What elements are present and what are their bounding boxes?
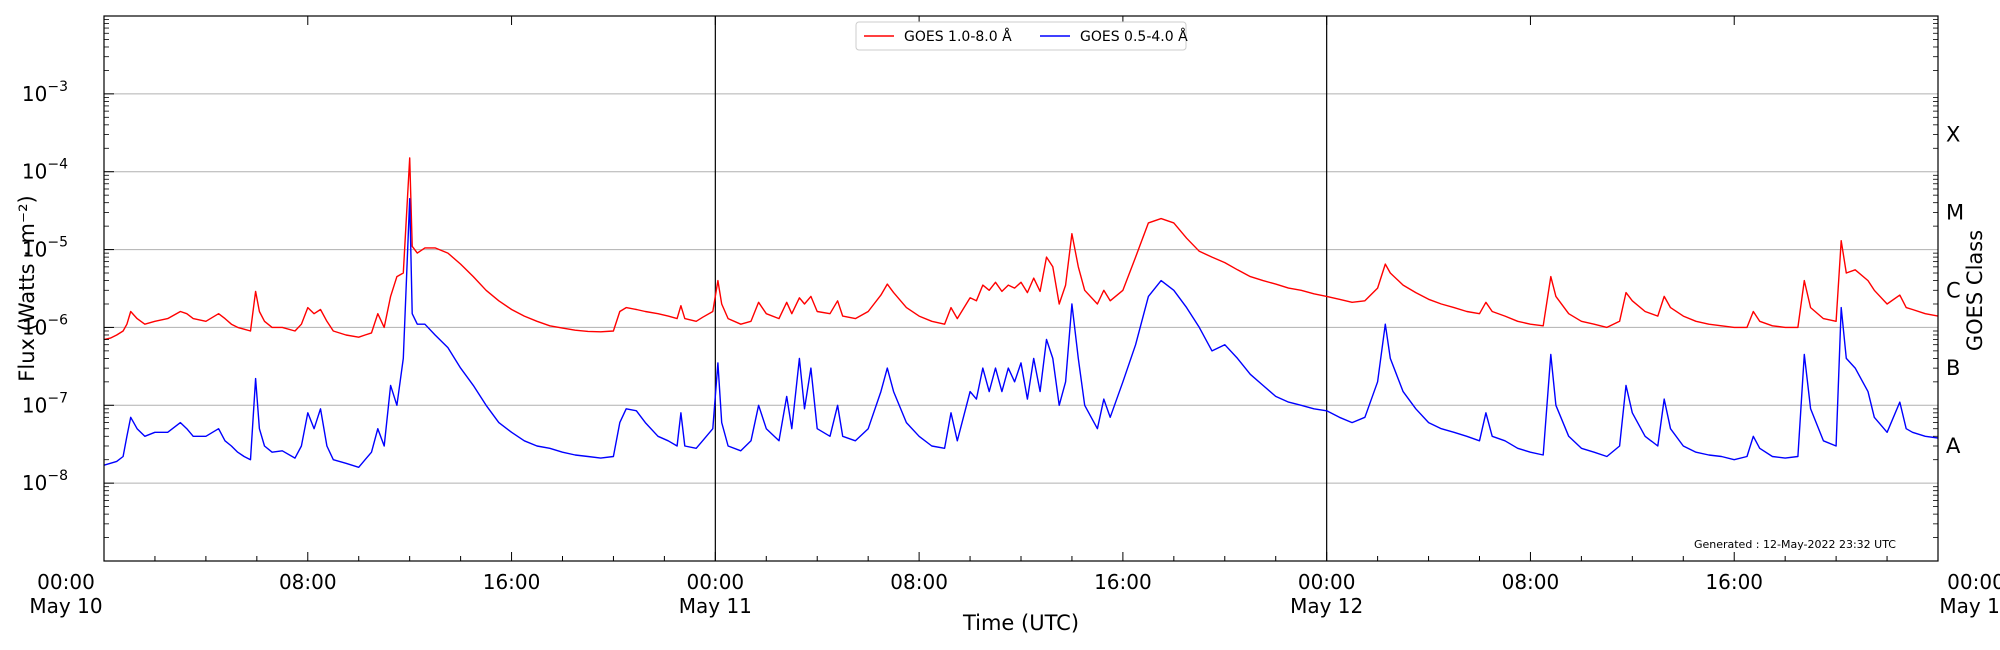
- x-axis-title: Time (UTC): [962, 611, 1079, 635]
- x-tick-label: 08:00: [890, 570, 948, 594]
- x-tick-label: 08:00: [279, 570, 337, 594]
- y-axis: 10−810−710−610−510−410−3: [22, 19, 1938, 538]
- x-tick-label: 00:00: [37, 570, 95, 594]
- legend-entry: GOES 0.5-4.0 Å: [1040, 28, 1188, 45]
- legend-label: GOES 1.0-8.0 Å: [904, 28, 1012, 45]
- legend: GOES 1.0-8.0 Å GOES 0.5-4.0 Å: [855, 21, 1188, 51]
- series-lines: [103, 157, 1939, 468]
- x-tick-label: 08:00: [1502, 570, 1560, 594]
- x-tick-date-label: May 12: [1290, 594, 1363, 618]
- x-tick-label: 00:00: [1947, 570, 2000, 594]
- x-tick-date-label: May 11: [679, 594, 752, 618]
- y-tick-label: 10−4: [22, 157, 68, 184]
- goes-class-label: A: [1946, 434, 1961, 458]
- series-line-long: [103, 157, 1939, 341]
- legend-label: GOES 0.5-4.0 Å: [1080, 28, 1188, 45]
- goes-class-label: M: [1946, 200, 1964, 224]
- series-line-short: [103, 198, 1939, 468]
- x-tick-date-label: May 10: [29, 594, 102, 618]
- goes-class-label: X: [1946, 123, 1960, 147]
- x-tick-label: 16:00: [1094, 570, 1152, 594]
- x-tick-label: 16:00: [483, 570, 541, 594]
- legend-box: [855, 21, 1187, 51]
- right-axis-title: GOES Class: [1963, 230, 1987, 351]
- y-tick-label: 10−7: [22, 390, 68, 417]
- x-tick-label: 00:00: [1298, 570, 1356, 594]
- x-tick-label: 00:00: [687, 570, 745, 594]
- legend-entry: GOES 1.0-8.0 Å: [864, 28, 1012, 45]
- goes-class-label: B: [1946, 356, 1960, 380]
- plot-frame: [103, 15, 1939, 562]
- x-tick-date-label: May 13: [1939, 594, 2000, 618]
- y-axis-title: Flux (Watts · m⁻²): [15, 195, 39, 381]
- x-tick-label: 16:00: [1705, 570, 1763, 594]
- goes-class-label: C: [1946, 278, 1961, 302]
- y-tick-label: 10−3: [22, 79, 68, 106]
- grid-lines: [104, 93, 1938, 484]
- y-tick-label: 10−8: [22, 468, 68, 495]
- generated-timestamp: Generated : 12-May-2022 23:32 UTC: [1694, 538, 1896, 551]
- goes-class-axis: A B C M X: [1946, 123, 1964, 458]
- day-boundaries: [714, 16, 1328, 561]
